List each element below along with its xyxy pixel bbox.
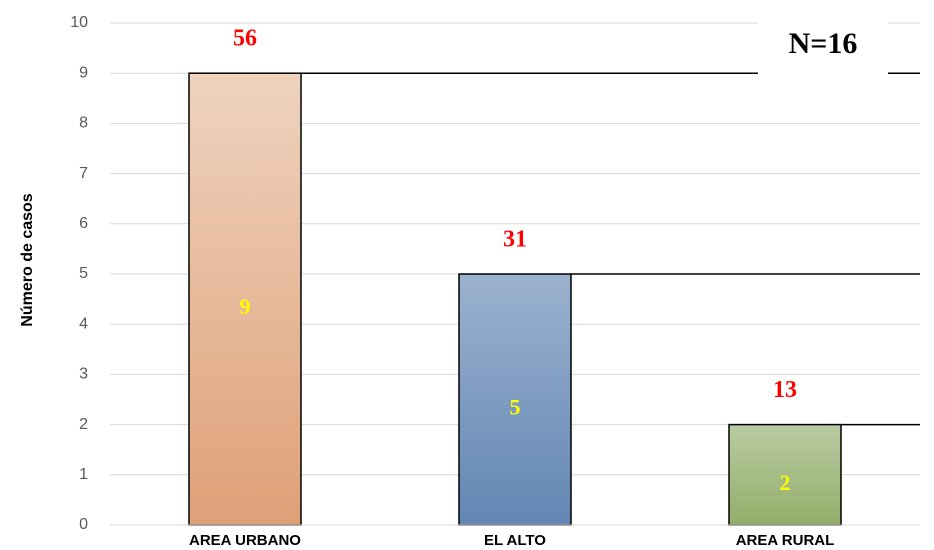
value-label: 5 — [510, 395, 521, 420]
percentage-label: 31 — [503, 227, 527, 253]
percentage-label: 13 — [773, 377, 797, 403]
bar — [458, 273, 572, 526]
x-tick-label: EL ALTO — [484, 532, 546, 549]
y-tick-label: 10 — [70, 14, 88, 31]
value-label: 9 — [240, 294, 251, 319]
x-tick-label: AREA URBANO — [189, 532, 301, 549]
y-tick-label: 0 — [79, 516, 88, 533]
annotation-box — [758, 18, 888, 74]
y-tick-label: 2 — [79, 416, 88, 433]
y-tick-label: 5 — [79, 265, 88, 282]
y-tick-label: 1 — [79, 466, 88, 483]
percentage-label: 56 — [233, 26, 257, 52]
y-tick-label: 7 — [79, 165, 88, 182]
x-tick-label: AREA RURAL — [736, 532, 835, 549]
y-axis-label: Número de casos — [19, 193, 36, 326]
y-tick-label: 8 — [79, 115, 88, 132]
bar — [728, 423, 842, 526]
y-tick-label: 9 — [79, 64, 88, 81]
bar — [188, 72, 302, 526]
y-tick-label: 6 — [79, 215, 88, 232]
y-tick-label: 3 — [79, 366, 88, 383]
annotation: N=16 — [789, 27, 858, 60]
y-tick-label: 4 — [79, 315, 88, 332]
value-label: 2 — [780, 470, 791, 495]
